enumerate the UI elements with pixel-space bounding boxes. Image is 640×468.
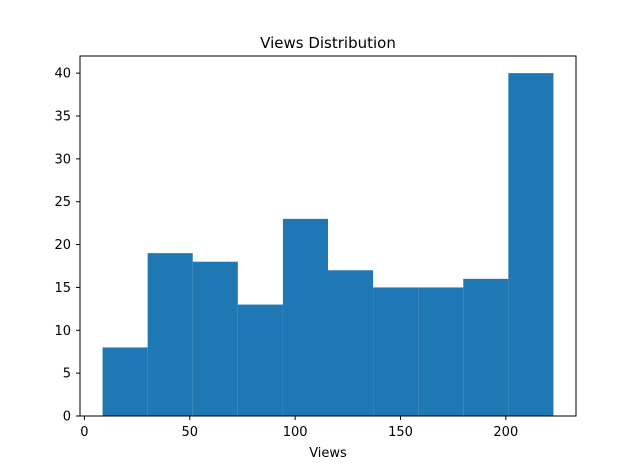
y-tick-label: 20 <box>54 238 71 253</box>
y-tick-label: 0 <box>63 410 71 425</box>
histogram-bar-10 <box>508 73 554 416</box>
x-axis-ticks: 0 50 100 150 200 <box>80 416 518 440</box>
histogram-bar-4 <box>237 304 283 416</box>
y-axis-ticks: 0 5 10 15 20 25 30 35 40 <box>54 67 80 425</box>
histogram-bar-5 <box>282 218 328 416</box>
histogram-bar-1 <box>102 347 148 416</box>
y-tick-label: 25 <box>54 195 71 210</box>
y-tick-label: 40 <box>54 67 71 82</box>
y-tick-label: 30 <box>54 152 71 167</box>
x-tick-label: 50 <box>182 425 199 440</box>
y-tick-label: 15 <box>54 281 71 296</box>
histogram-bar-8 <box>418 287 464 416</box>
histogram-bars <box>102 73 554 416</box>
x-tick-label: 0 <box>80 425 88 440</box>
y-tick-label: 5 <box>63 367 71 382</box>
histogram-bar-6 <box>328 270 374 416</box>
x-tick-label: 200 <box>493 425 518 440</box>
x-axis-title: Views <box>309 446 347 461</box>
plot-frame <box>79 55 577 417</box>
histogram-bar-3 <box>192 261 238 416</box>
x-tick-label: 150 <box>388 425 413 440</box>
chart-title: Views Distribution <box>260 34 396 52</box>
y-tick-label: 10 <box>54 324 71 339</box>
y-tick-label: 35 <box>54 110 71 125</box>
histogram-bar-7 <box>373 287 419 416</box>
histogram-bar-9 <box>463 278 509 416</box>
x-tick-label: 100 <box>283 425 308 440</box>
histogram-bar-2 <box>147 253 193 416</box>
